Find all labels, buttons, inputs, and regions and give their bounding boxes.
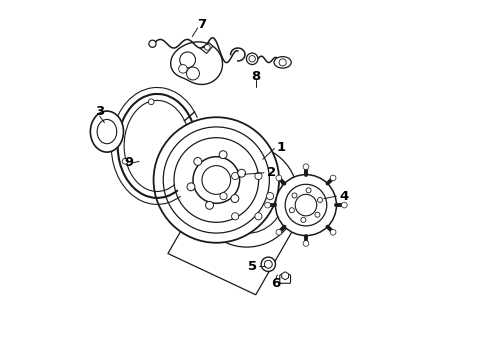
- Circle shape: [275, 175, 337, 235]
- Circle shape: [196, 145, 298, 247]
- Circle shape: [292, 193, 297, 198]
- Circle shape: [265, 202, 270, 208]
- Circle shape: [149, 40, 156, 47]
- Circle shape: [232, 172, 239, 180]
- Text: 1: 1: [276, 141, 285, 154]
- Circle shape: [204, 44, 210, 50]
- Circle shape: [267, 193, 273, 200]
- Circle shape: [279, 59, 286, 66]
- Circle shape: [187, 67, 199, 80]
- Circle shape: [232, 213, 239, 220]
- Circle shape: [255, 172, 262, 180]
- Circle shape: [249, 55, 255, 62]
- Circle shape: [306, 188, 311, 193]
- Circle shape: [238, 169, 245, 177]
- Circle shape: [180, 52, 196, 68]
- Circle shape: [255, 213, 262, 220]
- Circle shape: [295, 194, 317, 216]
- Ellipse shape: [274, 57, 291, 68]
- Ellipse shape: [97, 120, 117, 144]
- Circle shape: [202, 166, 231, 194]
- Text: 7: 7: [197, 18, 206, 31]
- Circle shape: [303, 240, 309, 246]
- FancyBboxPatch shape: [280, 275, 291, 283]
- Circle shape: [318, 198, 322, 202]
- Circle shape: [219, 151, 227, 159]
- Circle shape: [276, 175, 282, 181]
- Circle shape: [220, 193, 227, 200]
- Circle shape: [246, 53, 258, 64]
- Polygon shape: [200, 42, 213, 53]
- Ellipse shape: [90, 111, 123, 152]
- Circle shape: [330, 229, 336, 235]
- Circle shape: [265, 260, 272, 268]
- Text: 6: 6: [271, 278, 280, 291]
- Circle shape: [179, 64, 187, 73]
- Circle shape: [342, 202, 347, 208]
- Polygon shape: [168, 169, 304, 295]
- Circle shape: [148, 99, 154, 105]
- Circle shape: [315, 212, 320, 217]
- Circle shape: [276, 229, 282, 235]
- Text: 2: 2: [268, 166, 276, 179]
- Circle shape: [303, 164, 309, 170]
- Circle shape: [210, 159, 284, 233]
- Circle shape: [153, 117, 279, 243]
- Circle shape: [261, 257, 275, 271]
- Text: 3: 3: [95, 105, 104, 118]
- Text: 5: 5: [247, 260, 257, 273]
- Circle shape: [231, 195, 239, 202]
- Text: 4: 4: [339, 190, 348, 203]
- Circle shape: [122, 158, 128, 164]
- Circle shape: [290, 208, 294, 213]
- Circle shape: [301, 217, 306, 222]
- Circle shape: [227, 176, 267, 216]
- Circle shape: [187, 183, 195, 191]
- Circle shape: [194, 158, 202, 165]
- Circle shape: [174, 138, 259, 222]
- Circle shape: [193, 157, 240, 203]
- Circle shape: [206, 201, 214, 209]
- Polygon shape: [171, 42, 222, 85]
- Circle shape: [285, 184, 327, 226]
- Polygon shape: [282, 272, 289, 280]
- Circle shape: [163, 127, 270, 233]
- Text: 8: 8: [251, 69, 260, 82]
- Text: 9: 9: [124, 156, 133, 169]
- Circle shape: [330, 175, 336, 181]
